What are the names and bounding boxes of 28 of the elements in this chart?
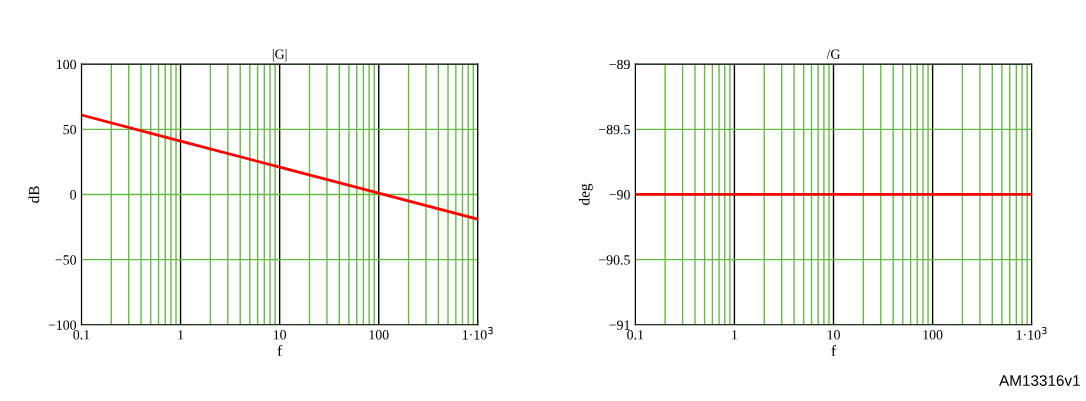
x-tick-label: 1 xyxy=(178,330,184,340)
line-series xyxy=(81,113,478,221)
x-tick-label: 10 xyxy=(273,330,287,340)
y-tick-label: −90 xyxy=(609,190,630,200)
x-tick-label: 1·10$^{3}$ xyxy=(462,326,493,340)
x-tick-label: 0.1 xyxy=(73,330,90,340)
x-axis-title: f xyxy=(277,345,283,356)
x-tick-label: 0.1 xyxy=(627,330,644,340)
x-tick-label: 1·10$^{3}$ xyxy=(1016,326,1047,340)
y-tick-label: −50 xyxy=(55,255,77,265)
y-tick-label: 50 xyxy=(63,124,77,135)
y-tick-label: −90.5 xyxy=(599,255,630,265)
text: AM13316v1 xyxy=(999,375,1080,386)
x-tick-label: 100 xyxy=(923,330,943,340)
y-tick-label: 100 xyxy=(56,59,77,70)
y-axis-title: deg xyxy=(578,183,593,205)
y-tick-label: −89 xyxy=(609,59,630,70)
y-tick-label: −89.5 xyxy=(599,124,630,135)
x-axis-title: f xyxy=(831,345,837,356)
chart-title: |G| xyxy=(272,48,287,62)
y-axis-title: dB xyxy=(28,186,40,203)
y-tick-label: −100 xyxy=(48,320,77,330)
y-tick-label: −91 xyxy=(609,320,630,330)
x-tick-label: 100 xyxy=(369,330,389,340)
x-tick-label: 1 xyxy=(732,330,738,340)
chart-title: /G xyxy=(826,49,841,59)
x-tick-label: 10 xyxy=(827,330,840,340)
y-tick-label: 0 xyxy=(70,190,77,200)
